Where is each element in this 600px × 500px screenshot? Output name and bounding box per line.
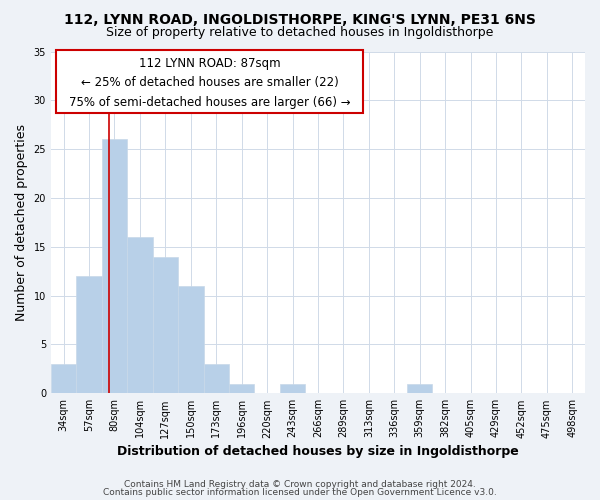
- Text: 75% of semi-detached houses are larger (66) →: 75% of semi-detached houses are larger (…: [69, 96, 350, 110]
- Text: 112, LYNN ROAD, INGOLDISTHORPE, KING'S LYNN, PE31 6NS: 112, LYNN ROAD, INGOLDISTHORPE, KING'S L…: [64, 12, 536, 26]
- Bar: [229, 384, 254, 394]
- Bar: [280, 384, 305, 394]
- Bar: [51, 364, 76, 394]
- Bar: [178, 286, 203, 394]
- Text: ← 25% of detached houses are smaller (22): ← 25% of detached houses are smaller (22…: [81, 76, 338, 89]
- Text: Size of property relative to detached houses in Ingoldisthorpe: Size of property relative to detached ho…: [106, 26, 494, 39]
- Bar: [127, 237, 152, 394]
- Bar: [203, 364, 229, 394]
- Y-axis label: Number of detached properties: Number of detached properties: [15, 124, 28, 321]
- X-axis label: Distribution of detached houses by size in Ingoldisthorpe: Distribution of detached houses by size …: [117, 444, 519, 458]
- Bar: [407, 384, 433, 394]
- FancyBboxPatch shape: [56, 50, 364, 113]
- Text: Contains public sector information licensed under the Open Government Licence v3: Contains public sector information licen…: [103, 488, 497, 497]
- Bar: [76, 276, 102, 394]
- Bar: [102, 140, 127, 394]
- Text: 112 LYNN ROAD: 87sqm: 112 LYNN ROAD: 87sqm: [139, 57, 281, 70]
- Text: Contains HM Land Registry data © Crown copyright and database right 2024.: Contains HM Land Registry data © Crown c…: [124, 480, 476, 489]
- Bar: [152, 256, 178, 394]
